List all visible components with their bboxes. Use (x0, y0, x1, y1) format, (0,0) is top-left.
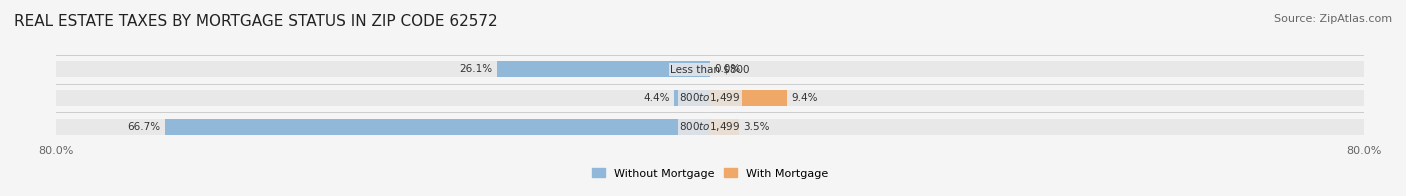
Bar (56, 90, 1364, 106)
Legend: Without Mortgage, With Mortgage: Without Mortgage, With Mortgage (588, 164, 832, 183)
Text: 4.4%: 4.4% (644, 93, 671, 103)
Bar (710, 119, 738, 135)
Bar (673, 90, 710, 106)
Bar (165, 119, 710, 135)
Text: 26.1%: 26.1% (460, 64, 492, 74)
Bar (56, 119, 1364, 135)
Text: 0.0%: 0.0% (714, 64, 741, 74)
Bar (56, 61, 1364, 77)
Text: $800 to $1,499: $800 to $1,499 (679, 92, 741, 104)
Bar (710, 90, 787, 106)
Bar (496, 61, 710, 77)
Text: $800 to $1,499: $800 to $1,499 (679, 120, 741, 133)
Text: 9.4%: 9.4% (792, 93, 817, 103)
Text: REAL ESTATE TAXES BY MORTGAGE STATUS IN ZIP CODE 62572: REAL ESTATE TAXES BY MORTGAGE STATUS IN … (14, 14, 498, 29)
Text: Source: ZipAtlas.com: Source: ZipAtlas.com (1274, 14, 1392, 24)
Text: 3.5%: 3.5% (742, 122, 769, 132)
Text: 66.7%: 66.7% (128, 122, 160, 132)
Text: Less than $800: Less than $800 (671, 64, 749, 74)
